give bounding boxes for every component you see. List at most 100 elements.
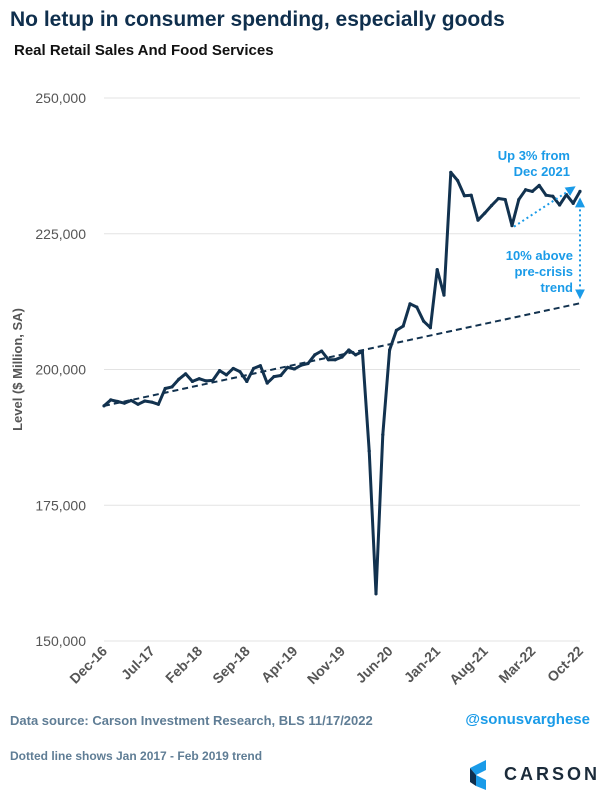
data-point xyxy=(483,211,487,215)
data-point xyxy=(490,203,494,208)
data-point xyxy=(150,400,154,404)
x-tick-label: Nov-19 xyxy=(304,643,348,687)
data-point xyxy=(388,348,392,352)
y-tick-label: 150,000 xyxy=(35,633,86,649)
data-point xyxy=(367,449,371,453)
annotation-up-3pct: Up 3% from xyxy=(498,148,570,163)
chart-subtitle: Real Retail Sales And Food Services xyxy=(14,42,274,59)
data-point xyxy=(136,402,140,406)
carson-logo-icon xyxy=(470,760,486,790)
data-point xyxy=(258,364,262,368)
data-point xyxy=(320,349,324,353)
data-point xyxy=(190,379,194,384)
data-point xyxy=(218,368,222,373)
data-point xyxy=(163,386,167,391)
data-point xyxy=(299,363,303,367)
x-tick-label: Apr-19 xyxy=(258,643,301,686)
data-point xyxy=(272,374,276,379)
data-point xyxy=(374,592,378,596)
data-point xyxy=(116,399,120,404)
retail-sales-line xyxy=(103,170,582,596)
author-handle: @sonusvarghese xyxy=(465,711,590,728)
data-point xyxy=(231,366,235,371)
data-point xyxy=(156,402,160,406)
trend-note: Dotted line shows Jan 2017 - Feb 2019 tr… xyxy=(10,749,263,763)
data-point xyxy=(252,366,256,371)
data-point xyxy=(530,189,535,193)
data-point xyxy=(326,358,330,362)
data-point xyxy=(537,183,541,188)
data-point xyxy=(571,201,575,205)
line-chart: 150,000 175,000 200,000 225,000 250,000 Dec-1… xyxy=(10,90,586,688)
y-tick-label: 225,000 xyxy=(35,226,86,242)
data-point xyxy=(442,293,446,297)
data-point xyxy=(204,379,208,383)
data-point xyxy=(496,196,500,201)
data-point xyxy=(422,319,426,323)
data-point xyxy=(408,302,412,306)
data-point xyxy=(333,358,337,362)
carson-logo: CARSON xyxy=(470,760,597,790)
data-point xyxy=(102,404,106,408)
up-3pct-arrow xyxy=(513,186,576,228)
data-point xyxy=(340,355,344,359)
x-tick-label: Aug-21 xyxy=(446,643,491,688)
x-tick-label: Dec-16 xyxy=(66,643,110,687)
data-point xyxy=(129,398,133,403)
annotation-up-3pct: Dec 2021 xyxy=(514,164,570,179)
x-tick-label: Oct-22 xyxy=(544,643,586,685)
data-point xyxy=(170,385,174,389)
data-point xyxy=(551,194,555,198)
data-point xyxy=(177,377,181,381)
data-point xyxy=(394,328,398,333)
data-point xyxy=(238,370,242,374)
data-point xyxy=(347,348,351,352)
data-point xyxy=(286,365,290,369)
data-point xyxy=(449,170,453,174)
data-point xyxy=(109,398,113,402)
data-point xyxy=(306,361,310,366)
data-point xyxy=(415,305,419,309)
data-point xyxy=(435,267,439,272)
data-point xyxy=(313,353,317,357)
data-point xyxy=(544,193,548,197)
data-point xyxy=(503,197,507,202)
data-point xyxy=(476,218,480,222)
data-point xyxy=(510,224,514,228)
data-point xyxy=(381,433,385,437)
x-tick-label: Feb-18 xyxy=(162,643,205,686)
data-point xyxy=(428,326,432,330)
data-point xyxy=(197,377,201,381)
carson-logo-text: CARSON xyxy=(504,764,601,784)
data-point xyxy=(517,197,521,202)
y-axis-title: Level ($ Million, SA) xyxy=(10,308,25,431)
data-point xyxy=(292,367,296,371)
data-point xyxy=(354,353,358,357)
y-tick-label: 200,000 xyxy=(35,362,86,378)
data-point xyxy=(265,381,269,385)
x-tick-label: Jun-20 xyxy=(352,643,395,686)
x-tick-label: Mar-22 xyxy=(495,643,538,686)
data-point xyxy=(279,373,283,378)
data-point xyxy=(184,372,188,376)
x-tick-label: Jan-21 xyxy=(401,643,444,686)
annotation-above-trend: pre-crisis xyxy=(514,264,573,279)
y-tick-label: 175,000 xyxy=(35,497,86,513)
data-point xyxy=(211,378,215,382)
trend-line xyxy=(103,302,581,407)
data-point xyxy=(143,399,147,403)
data-point xyxy=(401,324,405,328)
data-point xyxy=(122,401,126,405)
data-point xyxy=(245,379,249,384)
data-source-note: Data source: Carson Investment Research,… xyxy=(10,713,373,728)
x-tick-label: Sep-18 xyxy=(209,643,253,687)
annotation-above-trend: trend xyxy=(541,280,574,295)
data-point xyxy=(224,373,228,377)
y-tick-label: 250,000 xyxy=(35,90,86,106)
x-tick-label: Jul-17 xyxy=(118,643,158,683)
data-point xyxy=(558,203,562,207)
data-point xyxy=(462,194,466,198)
data-point xyxy=(524,188,528,192)
data-point xyxy=(469,193,473,197)
data-point xyxy=(360,349,364,354)
